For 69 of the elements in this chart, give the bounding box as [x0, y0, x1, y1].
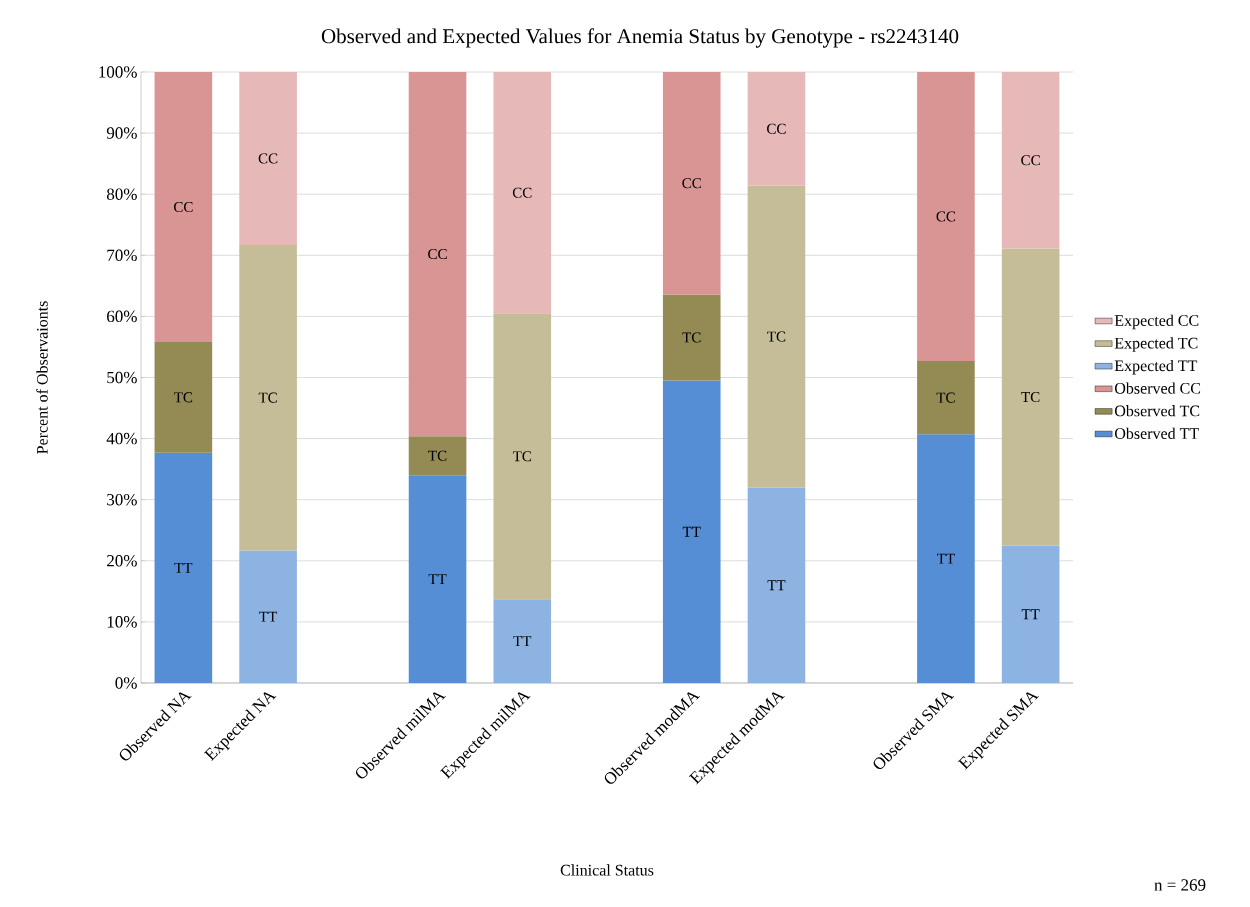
- bar: [493, 71, 552, 314]
- y-tick-label: 60%: [107, 310, 137, 323]
- legend-label: Observed TC: [1114, 405, 1200, 417]
- data-label: TC: [428, 450, 447, 461]
- data-label: CC: [1021, 155, 1040, 166]
- data-label: TC: [767, 331, 786, 342]
- bar: [154, 71, 213, 343]
- data-label: TC: [258, 392, 277, 403]
- y-tick-label: 40%: [106, 432, 137, 445]
- data-label: TT: [513, 636, 532, 647]
- bar: [154, 342, 213, 453]
- bar: [747, 185, 806, 488]
- data-label: CC: [936, 211, 956, 222]
- bar: [239, 244, 297, 551]
- legend-label: Expected CC: [1114, 314, 1199, 330]
- bar: [747, 71, 806, 186]
- data-label: CC: [512, 187, 532, 198]
- bar: [408, 475, 467, 683]
- bar: [493, 599, 552, 683]
- bar: [917, 434, 975, 683]
- legend-label: Expected TC: [1114, 337, 1198, 352]
- data-label: TC: [512, 451, 532, 462]
- bar: [239, 71, 297, 245]
- data-label: TT: [937, 553, 955, 564]
- y-axis-title: Percent of Observaionts: [36, 301, 48, 454]
- y-tick-label: 20%: [107, 555, 137, 567]
- bar: [239, 550, 297, 683]
- bar: [1001, 545, 1060, 683]
- data-label: TT: [174, 562, 193, 573]
- bar: [662, 294, 721, 381]
- data-label: CC: [428, 249, 447, 260]
- y-tick-label: 90%: [106, 127, 137, 139]
- y-tick-label: 50%: [107, 371, 137, 384]
- y-tick-label: 0%: [115, 677, 137, 689]
- data-label: TC: [174, 392, 193, 403]
- bar: [917, 71, 975, 361]
- bar: [493, 313, 552, 600]
- y-tick-label: 70%: [107, 249, 137, 262]
- bar: [917, 360, 975, 435]
- data-label: TT: [767, 580, 786, 591]
- legend-label: Expected TT: [1114, 359, 1198, 375]
- bar: [408, 436, 467, 476]
- chart-title: Observed and Expected Values for Anemia Status by Genotype - rs2243140: [321, 28, 959, 48]
- data-label: CC: [767, 123, 786, 134]
- y-tick-label: 10%: [107, 616, 137, 628]
- y-tick-label: 100%: [99, 66, 137, 78]
- data-label: TT: [259, 611, 278, 622]
- data-label: TC: [936, 392, 955, 403]
- data-label: TT: [1021, 609, 1040, 620]
- x-axis-title: Clinical Status: [560, 864, 654, 876]
- data-label: TT: [682, 526, 701, 537]
- bar: [662, 380, 721, 683]
- data-label: CC: [173, 201, 193, 213]
- data-label: TC: [682, 332, 701, 343]
- text: n = 269: [1154, 879, 1206, 891]
- y-tick-label: 80%: [106, 188, 137, 200]
- bar: [1001, 248, 1060, 546]
- y-tick-label: 30%: [107, 493, 137, 506]
- bar: [154, 452, 213, 683]
- data-label: TT: [428, 574, 447, 585]
- data-label: TC: [1021, 392, 1040, 403]
- bar: [747, 487, 806, 683]
- data-label: CC: [682, 178, 701, 189]
- bar: [662, 71, 721, 295]
- legend-label: Observed CC: [1114, 382, 1201, 394]
- legend-label: Observed TT: [1114, 427, 1199, 439]
- data-label: CC: [258, 153, 278, 164]
- bar: [408, 71, 467, 437]
- bar: [1001, 71, 1060, 249]
